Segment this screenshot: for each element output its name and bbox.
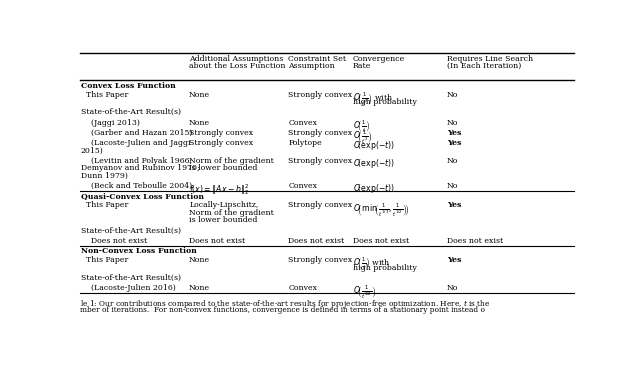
Text: This Paper: This Paper	[81, 91, 129, 99]
Text: Additional Assumptions: Additional Assumptions	[189, 55, 284, 63]
Text: Yes: Yes	[447, 129, 461, 137]
Text: Norm of the gradient: Norm of the gradient	[189, 157, 274, 165]
Text: is lower bounded: is lower bounded	[189, 164, 257, 172]
Text: Polytope: Polytope	[288, 139, 322, 147]
Text: $O\!\left(\frac{1}{t^{1/2}}\right)$: $O\!\left(\frac{1}{t^{1/2}}\right)$	[353, 284, 376, 301]
Text: high probability: high probability	[353, 264, 417, 272]
Text: Requires Line Search: Requires Line Search	[447, 55, 533, 63]
Text: No: No	[447, 118, 458, 127]
Text: Rate: Rate	[353, 62, 371, 70]
Text: (Lacoste-Julien and Jaggi: (Lacoste-Julien and Jaggi	[81, 139, 191, 147]
Text: None: None	[189, 118, 211, 127]
Text: Yes: Yes	[447, 139, 461, 147]
Text: Does not exist: Does not exist	[189, 237, 245, 245]
Text: Strongly convex: Strongly convex	[288, 129, 353, 137]
Text: State-of-the-Art Result(s): State-of-the-Art Result(s)	[81, 108, 181, 116]
Text: Convex: Convex	[288, 284, 317, 292]
Text: Yes: Yes	[447, 256, 461, 264]
Text: Does not exist: Does not exist	[81, 237, 147, 245]
Text: Does not exist: Does not exist	[353, 237, 409, 245]
Text: This Paper: This Paper	[81, 256, 129, 264]
Text: Convex: Convex	[288, 182, 317, 190]
Text: None: None	[189, 256, 211, 264]
Text: $O\!(\exp(-t))$: $O\!(\exp(-t))$	[353, 157, 395, 170]
Text: high probability: high probability	[353, 98, 417, 106]
Text: $f(x) = \|Ax - b\|_2^2$: $f(x) = \|Ax - b\|_2^2$	[189, 182, 249, 197]
Text: Strongly convex: Strongly convex	[288, 91, 353, 99]
Text: Does not exist: Does not exist	[288, 237, 344, 245]
Text: le 1: Our contributions compared to the state-of-the-art results for projection-: le 1: Our contributions compared to the …	[80, 298, 491, 310]
Text: $O\!\left(\frac{1}{t^2}\right)$ with: $O\!\left(\frac{1}{t^2}\right)$ with	[353, 91, 393, 108]
Text: Constraint Set: Constraint Set	[288, 55, 346, 63]
Text: No: No	[447, 182, 458, 190]
Text: (Garber and Hazan 2015): (Garber and Hazan 2015)	[81, 129, 193, 137]
Text: Locally-Lipschitz,: Locally-Lipschitz,	[189, 201, 259, 209]
Text: Does not exist: Does not exist	[447, 237, 503, 245]
Text: (Levitin and Polyak 1966;: (Levitin and Polyak 1966;	[81, 157, 192, 165]
Text: (In Each Iteration): (In Each Iteration)	[447, 62, 522, 70]
Text: Quasi-Convex Loss Function: Quasi-Convex Loss Function	[81, 193, 204, 200]
Text: Strongly convex: Strongly convex	[189, 129, 253, 137]
Text: $O\!\left(\frac{1}{t}\right)$ with: $O\!\left(\frac{1}{t}\right)$ with	[353, 256, 390, 272]
Text: Assumption: Assumption	[288, 62, 335, 70]
Text: $O\!\left(\min\!\left(\frac{1}{t^{1/3}}, \frac{1}{t^{1/2}}\right)\!\right)$: $O\!\left(\min\!\left(\frac{1}{t^{1/3}},…	[353, 201, 410, 219]
Text: (Beck and Teboulle 2004): (Beck and Teboulle 2004)	[81, 182, 192, 190]
Text: Convergence: Convergence	[353, 55, 405, 63]
Text: $O\!(\exp(-t))$: $O\!(\exp(-t))$	[353, 139, 395, 152]
Text: Strongly convex: Strongly convex	[189, 139, 253, 147]
Text: State-of-the-Art Result(s): State-of-the-Art Result(s)	[81, 274, 181, 282]
Text: 2015): 2015)	[81, 147, 104, 154]
Text: Dunn 1979): Dunn 1979)	[81, 172, 128, 180]
Text: None: None	[189, 91, 211, 99]
Text: Non-Convex Loss Function: Non-Convex Loss Function	[81, 247, 196, 255]
Text: Convex Loss Function: Convex Loss Function	[81, 82, 176, 90]
Text: No: No	[447, 157, 458, 165]
Text: No: No	[447, 284, 458, 292]
Text: No: No	[447, 91, 458, 99]
Text: Norm of the gradient: Norm of the gradient	[189, 209, 274, 217]
Text: is lower bounded: is lower bounded	[189, 216, 257, 224]
Text: Convex: Convex	[288, 118, 317, 127]
Text: $O\!(\exp(-t))$: $O\!(\exp(-t))$	[353, 182, 395, 195]
Text: Strongly convex: Strongly convex	[288, 256, 353, 264]
Text: This Paper: This Paper	[81, 201, 129, 209]
Text: Strongly convex: Strongly convex	[288, 157, 353, 165]
Text: None: None	[189, 284, 211, 292]
Text: Yes: Yes	[447, 201, 461, 209]
Text: Strongly convex: Strongly convex	[288, 201, 353, 209]
Text: $O\!\left(\frac{1}{t^2}\right)$: $O\!\left(\frac{1}{t^2}\right)$	[353, 129, 372, 146]
Text: Demyanov and Rubinov 1970;: Demyanov and Rubinov 1970;	[81, 164, 200, 172]
Text: State-of-the-Art Result(s): State-of-the-Art Result(s)	[81, 226, 181, 234]
Text: (Jaggi 2013): (Jaggi 2013)	[81, 118, 140, 127]
Text: $O\!\left(\frac{1}{t}\right)$: $O\!\left(\frac{1}{t}\right)$	[353, 118, 371, 135]
Text: about the Loss Function: about the Loss Function	[189, 62, 285, 70]
Text: mber of iterations.  For non-convex functions, convergence is defined in terms o: mber of iterations. For non-convex funct…	[80, 306, 485, 314]
Text: (Lacoste-Julien 2016): (Lacoste-Julien 2016)	[81, 284, 176, 292]
